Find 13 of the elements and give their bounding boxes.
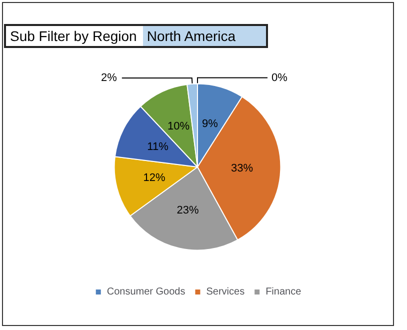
legend-label: Consumer Goods [106,286,186,298]
data-label: 23% [176,204,199,217]
data-label: 9% [202,118,218,130]
data-label: 2% [100,72,118,84]
text: North America [142,26,266,46]
legend-label: Services [206,286,245,298]
data-label: 11% [147,140,169,153]
data-label: 33% [231,162,254,174]
legend-label: Finance [266,286,302,298]
data-label: 10% [167,120,190,133]
text: Sub Filter by Region [9,28,138,44]
text: 0% [272,72,288,84]
data-label: 12% [143,172,166,184]
